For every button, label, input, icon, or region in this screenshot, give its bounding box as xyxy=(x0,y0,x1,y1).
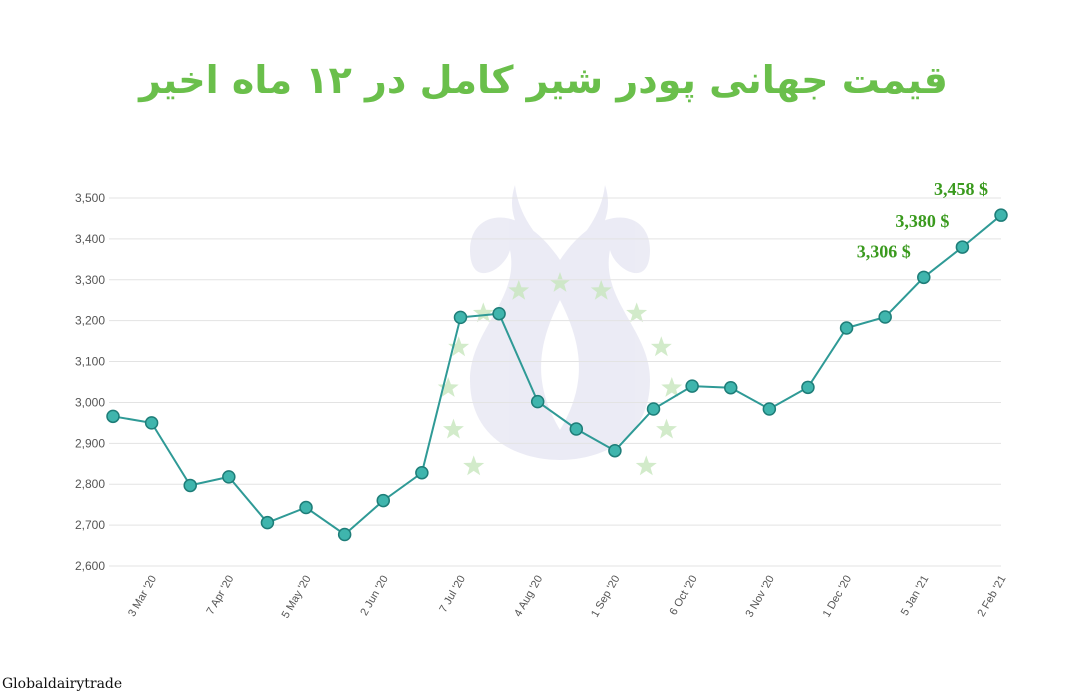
data-point xyxy=(723,380,738,395)
x-tick-label: 6 Oct '20 xyxy=(667,574,699,618)
watermark-star xyxy=(443,418,464,439)
watermark-star xyxy=(626,302,648,323)
data-point xyxy=(222,470,236,484)
x-tick-label: 2 Jun '20 xyxy=(358,574,391,618)
x-tick-label: 7 Apr '20 xyxy=(204,574,236,617)
watermark-star xyxy=(472,302,494,323)
watermark-star xyxy=(635,455,657,476)
data-point xyxy=(839,321,854,335)
y-tick-label: 2,700 xyxy=(75,518,105,532)
data-point xyxy=(646,402,661,416)
x-tick-label: 7 Jul '20 xyxy=(437,574,468,615)
data-point xyxy=(917,270,931,285)
source-label: Globaldairytrade xyxy=(2,676,123,692)
y-tick-label: 3,000 xyxy=(75,395,105,409)
data-point xyxy=(183,478,197,493)
data-point xyxy=(955,240,970,254)
data-point xyxy=(569,422,584,436)
data-point xyxy=(260,515,275,530)
watermark-stars xyxy=(437,272,683,476)
data-point xyxy=(415,466,429,480)
watermark-star xyxy=(656,418,677,439)
x-tick-label: 5 May '20 xyxy=(280,574,314,621)
data-point xyxy=(685,379,699,393)
watermark-star xyxy=(650,336,672,357)
data-label: 3,306 $ xyxy=(857,241,911,261)
x-tick-label: 3 Mar '20 xyxy=(126,574,159,619)
data-point xyxy=(530,394,545,409)
data-point xyxy=(337,527,352,542)
data-point xyxy=(801,380,815,395)
x-tick-label: 4 Aug '20 xyxy=(512,574,545,619)
watermark-star xyxy=(661,377,683,397)
data-point xyxy=(299,500,313,515)
y-tick-label: 3,300 xyxy=(75,273,105,287)
data-point xyxy=(376,493,391,508)
data-point xyxy=(608,443,622,458)
x-tick-label: 3 Nov '20 xyxy=(743,574,776,620)
watermark-star xyxy=(590,279,612,300)
watermark-star xyxy=(437,377,459,397)
x-tick-label: 1 Sep '20 xyxy=(589,574,622,620)
data-point xyxy=(453,310,468,325)
y-tick-label: 2,600 xyxy=(75,559,105,573)
watermark-star xyxy=(463,455,485,476)
x-tick-label: 5 Jan '21 xyxy=(899,574,932,618)
data-point xyxy=(878,310,892,324)
y-tick-label: 3,500 xyxy=(75,191,105,205)
x-tick-label: 2 Feb '21 xyxy=(975,574,1008,619)
data-point xyxy=(144,416,159,430)
data-point xyxy=(762,402,777,416)
data-label: 3,458 $ xyxy=(934,179,988,199)
chart-title: قیمت جهانی پودر شیر کامل در ۱۲ ماه اخیر xyxy=(139,58,948,102)
y-tick-label: 3,200 xyxy=(75,314,105,328)
y-tick-label: 2,800 xyxy=(75,477,105,491)
watermark-star xyxy=(448,336,470,357)
y-tick-label: 2,900 xyxy=(75,436,105,450)
y-tick-label: 3,100 xyxy=(75,355,105,369)
data-label: 3,380 $ xyxy=(895,211,949,231)
y-tick-label: 3,400 xyxy=(75,232,105,246)
watermark-star xyxy=(549,272,571,292)
watermark-logo xyxy=(470,185,650,460)
watermark-star xyxy=(508,279,530,300)
x-tick-label: 1 Dec '20 xyxy=(821,574,854,620)
data-point xyxy=(492,306,506,321)
data-point xyxy=(106,409,120,424)
data-point xyxy=(994,208,1008,222)
